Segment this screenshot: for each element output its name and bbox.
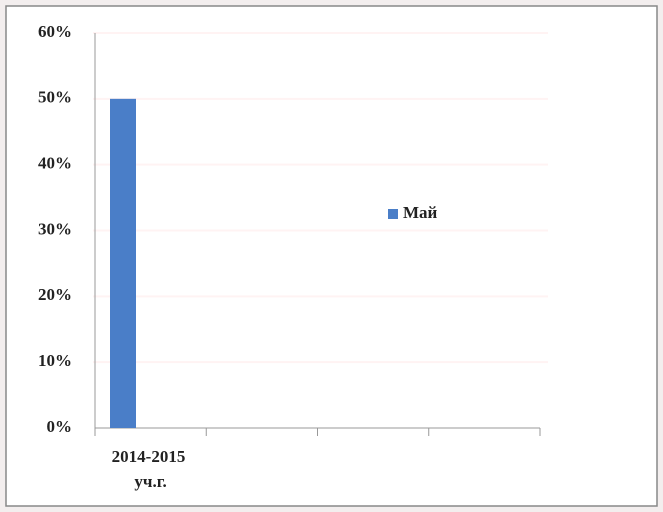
y-tick-label: 10%	[38, 351, 72, 370]
bar	[110, 98, 136, 428]
x-tick-label-line: 2014-2015	[112, 447, 190, 466]
y-tick-label: 0%	[47, 417, 73, 436]
y-tick-label: 40%	[38, 154, 72, 173]
y-tick-label: 20%	[38, 285, 72, 304]
x-tick-label-line: уч.г.	[134, 472, 166, 491]
y-tick-label: 60%	[38, 22, 72, 41]
chart-frame	[5, 5, 658, 507]
y-tick-label: 50%	[38, 88, 72, 107]
x-tick-label: 2014-2015 уч.г.	[112, 447, 190, 491]
legend-label: Май	[403, 203, 438, 222]
y-tick-label: 30%	[38, 219, 72, 238]
legend-swatch	[388, 209, 398, 219]
